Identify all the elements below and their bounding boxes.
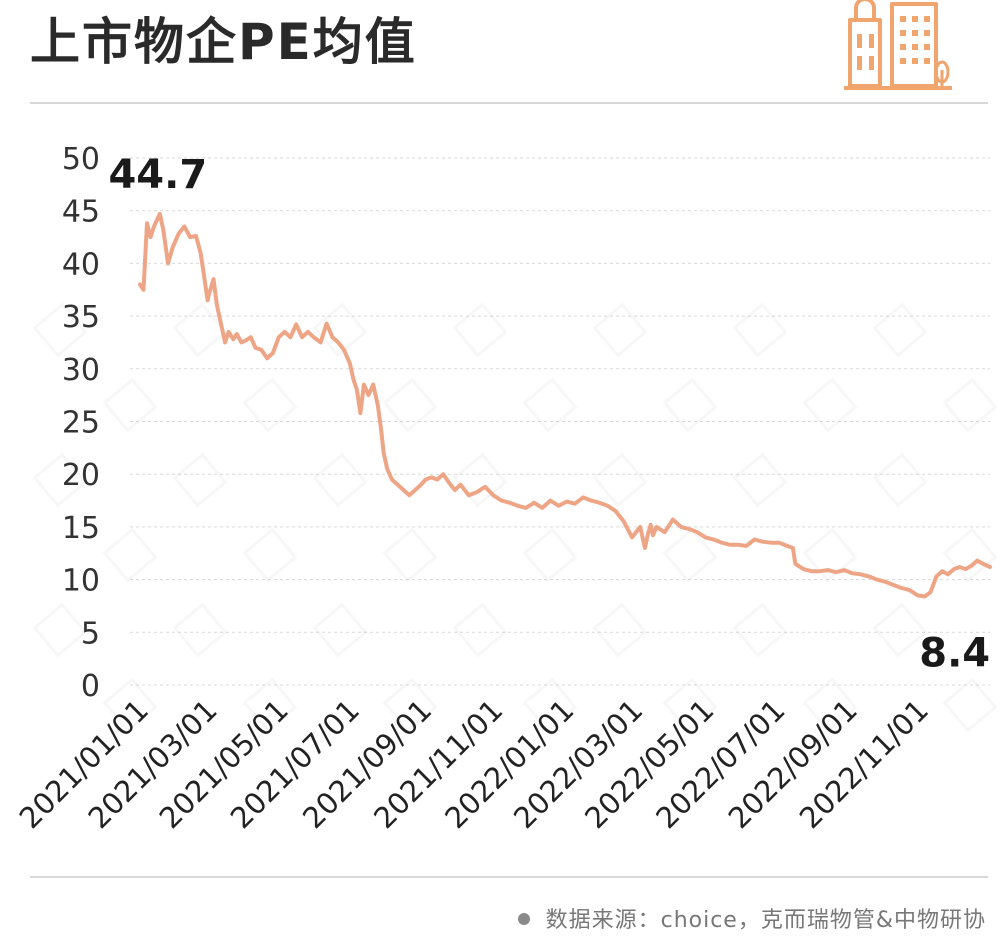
watermark-mark bbox=[522, 677, 578, 733]
x-axis-ticks: 2021/01/012021/03/012021/05/012021/07/01… bbox=[13, 693, 935, 835]
watermark-mark bbox=[732, 602, 788, 658]
watermark-mark bbox=[382, 377, 438, 433]
source-note: 数据来源：choice，克而瑞物管&中物研协 bbox=[517, 902, 986, 934]
watermark-mark bbox=[32, 602, 88, 658]
watermark-mark bbox=[872, 602, 928, 658]
watermark-mark bbox=[942, 677, 998, 733]
y-tick-label: 35 bbox=[62, 300, 100, 335]
watermark-mark bbox=[382, 677, 438, 733]
watermark-mark bbox=[312, 602, 368, 658]
watermark-mark bbox=[522, 527, 578, 583]
watermark-mark bbox=[172, 452, 228, 508]
watermark-mark bbox=[172, 302, 228, 358]
y-tick-label: 20 bbox=[62, 458, 100, 493]
watermark-mark bbox=[242, 377, 298, 433]
watermark-mark bbox=[802, 677, 858, 733]
watermark-mark bbox=[592, 452, 648, 508]
y-tick-label: 15 bbox=[62, 511, 100, 546]
watermark-mark bbox=[872, 452, 928, 508]
y-tick-label: 5 bbox=[81, 616, 100, 651]
watermark-mark bbox=[732, 302, 788, 358]
bottom-divider bbox=[30, 876, 988, 878]
watermark-mark bbox=[802, 377, 858, 433]
watermark-mark bbox=[172, 602, 228, 658]
watermark-mark bbox=[32, 302, 88, 358]
building-logo-icon bbox=[844, 0, 952, 90]
watermark-mark bbox=[452, 302, 508, 358]
source-text: 数据来源：choice，克而瑞物管&中物研协 bbox=[545, 908, 986, 933]
y-tick-label: 50 bbox=[62, 142, 100, 177]
watermark-mark bbox=[102, 527, 158, 583]
watermark-mark bbox=[942, 377, 998, 433]
watermark-mark bbox=[662, 527, 718, 583]
watermark bbox=[32, 302, 998, 733]
grid-lines bbox=[130, 157, 990, 686]
watermark-mark bbox=[312, 452, 368, 508]
watermark-mark bbox=[662, 677, 718, 733]
watermark-mark bbox=[242, 527, 298, 583]
watermark-mark bbox=[242, 677, 298, 733]
watermark-mark bbox=[102, 677, 158, 733]
series-layer bbox=[138, 211, 992, 599]
y-tick-label: 45 bbox=[62, 195, 100, 230]
watermark-mark bbox=[872, 302, 928, 358]
watermark-mark bbox=[662, 377, 718, 433]
y-tick-label: 0 bbox=[81, 669, 100, 704]
y-tick-label: 25 bbox=[62, 406, 100, 441]
y-tick-label: 30 bbox=[62, 353, 100, 388]
y-axis-ticks: 0 5 10 15 20 25 30 35 40 45 50 bbox=[62, 142, 100, 704]
watermark-mark bbox=[382, 527, 438, 583]
page-title: 上市物企PE均值 bbox=[30, 13, 417, 71]
top-divider bbox=[30, 102, 988, 104]
watermark-mark bbox=[732, 452, 788, 508]
annotations: 44.7 8.4 bbox=[108, 152, 990, 677]
watermark-mark bbox=[522, 377, 578, 433]
bullet-dot-icon bbox=[517, 913, 530, 925]
watermark-mark bbox=[312, 302, 368, 358]
watermark-mark bbox=[32, 452, 88, 508]
data-label: 44.7 bbox=[108, 152, 207, 198]
watermark-mark bbox=[102, 377, 158, 433]
watermark-mark bbox=[592, 602, 648, 658]
watermark-mark bbox=[592, 302, 648, 358]
series-line bbox=[138, 211, 992, 599]
y-tick-label: 10 bbox=[62, 564, 100, 599]
watermark-mark bbox=[452, 602, 508, 658]
data-label: 8.4 bbox=[919, 630, 990, 676]
y-tick-label: 40 bbox=[62, 247, 100, 282]
